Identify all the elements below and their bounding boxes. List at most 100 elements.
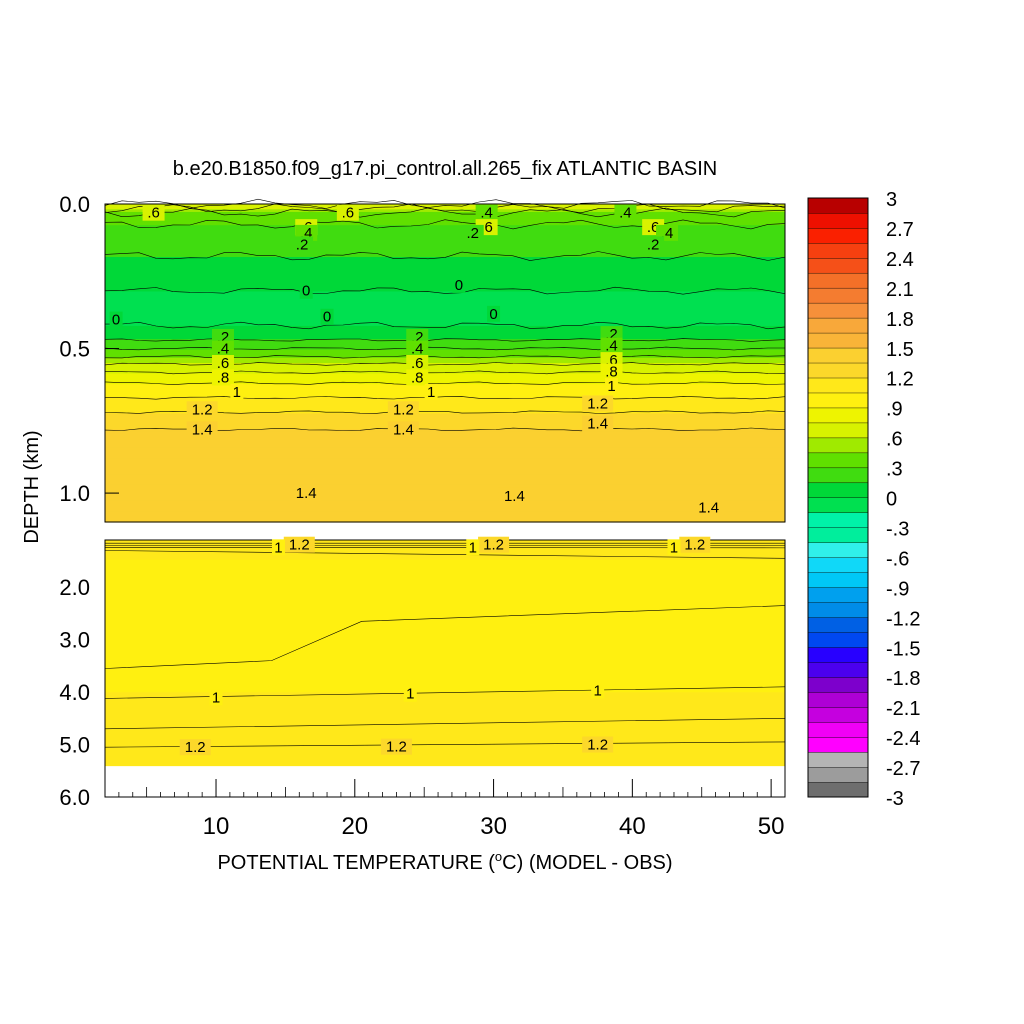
upper-band [105, 514, 785, 518]
x-tick-label: 50 [758, 813, 785, 840]
contour-label: .6 [147, 205, 160, 222]
lower-band [105, 709, 785, 713]
y-tick-label: 5.0 [59, 733, 90, 758]
lower-band [105, 556, 785, 561]
contour-label-bg [406, 369, 429, 386]
colorbar-label: -1.8 [886, 668, 920, 690]
chart-title: b.e20.B1850.f09_g17.pi_control.all.265_f… [173, 158, 717, 180]
contour-label-bg [614, 204, 637, 221]
colorbar-label: -1.5 [886, 638, 920, 660]
upper-band [105, 307, 785, 311]
colorbar-box [807, 632, 869, 648]
contour-label: .6 [217, 355, 230, 372]
colorbar-box [807, 587, 869, 603]
axes: 10 20 30 40 500.00.51.02.03.04.05.06.0 [59, 192, 786, 840]
upper-band [105, 386, 785, 391]
lower-contour-line [104, 605, 786, 669]
lower-band [105, 562, 785, 566]
colorbar-box [807, 781, 869, 798]
colorbar-box [807, 572, 869, 588]
upper-band [105, 360, 785, 364]
upper-band [105, 392, 785, 396]
upper-band [105, 384, 785, 388]
upper-band [105, 437, 785, 441]
contour-label-bg [679, 536, 711, 553]
lower-band [105, 621, 785, 626]
lower-band [105, 590, 785, 595]
x-tick-label: 30 [480, 813, 507, 840]
upper-band [105, 291, 785, 295]
upper-band [105, 506, 785, 510]
upper-band [105, 320, 785, 324]
contour-label: 1.4 [393, 421, 414, 438]
upper-band [105, 315, 785, 319]
lower-band [105, 703, 785, 707]
lower-band [105, 542, 785, 547]
contour-label: 1.4 [504, 488, 525, 505]
colorbar-label: -2.7 [886, 758, 920, 780]
upper-band [105, 328, 785, 332]
upper-band [105, 333, 785, 338]
contour-label: .8 [217, 369, 230, 386]
upper-band [105, 397, 785, 401]
colorbar-label: -2.1 [886, 698, 920, 720]
colorbar-box [807, 197, 869, 214]
upper-band [105, 426, 785, 430]
upper-band [105, 227, 785, 232]
upper-contour-line [104, 198, 786, 209]
contour-label-bg [582, 736, 614, 753]
lower-band [105, 678, 785, 682]
upper-band [105, 299, 785, 303]
upper-band [105, 331, 785, 335]
contour-label: 0 [489, 306, 497, 323]
contour-label: 1 [469, 539, 477, 556]
upper-band [105, 461, 785, 465]
upper-band [105, 355, 785, 359]
lower-band [105, 551, 785, 555]
contour-label-bg [142, 204, 165, 221]
upper-band [105, 495, 785, 499]
colorbar-label: 3 [886, 189, 897, 211]
lower-band [105, 624, 785, 628]
contour-label-bg [406, 355, 429, 371]
colorbar-label: 2.1 [886, 279, 914, 301]
colorbar-box [807, 302, 869, 319]
contour-label-bg [387, 421, 419, 438]
lower-band [105, 751, 785, 755]
contour-label: 1.2 [386, 739, 407, 756]
contour-label-bg [186, 421, 218, 438]
y-tick-label: 4.0 [59, 680, 90, 705]
lower-band [105, 737, 785, 741]
contour-label-bg [591, 682, 605, 699]
upper-band [105, 471, 785, 475]
contour-label-bg [299, 282, 313, 299]
upper-band [105, 482, 785, 486]
contour-label: .4 [619, 205, 632, 222]
lower-band [105, 745, 785, 750]
upper-band [105, 484, 785, 489]
contour-label: 1.4 [296, 485, 317, 502]
upper-contour-line [104, 410, 786, 414]
upper-band [105, 413, 785, 417]
contour-label: .4 [217, 341, 230, 358]
upper-band [105, 453, 785, 457]
upper-band [105, 278, 785, 282]
lower-band [105, 692, 785, 696]
upper-band [105, 296, 785, 300]
contour-label: 1 [212, 689, 220, 706]
contour-label: 1.2 [684, 537, 705, 554]
upper-band [105, 233, 785, 237]
upper-band [105, 373, 785, 377]
lower-band [105, 596, 785, 600]
colorbar-label: -.6 [886, 548, 909, 570]
upper-band [105, 225, 785, 229]
upper-band [105, 352, 785, 356]
lower-band [105, 658, 785, 662]
lower-band [105, 675, 785, 679]
upper-contour-line [104, 203, 786, 214]
y-tick-label: 1.0 [59, 481, 90, 506]
lower-band [105, 666, 785, 671]
contour-label-bg [582, 415, 614, 432]
upper-band [105, 219, 785, 224]
colorbar-box [807, 647, 869, 663]
